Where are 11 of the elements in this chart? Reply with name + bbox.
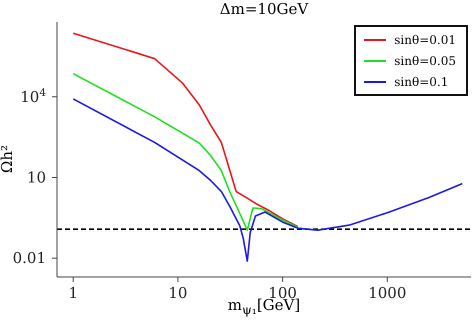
chart-title: Δm=10GeV (218, 0, 310, 18)
x-tick-label: 1000 (368, 284, 406, 302)
legend-label: sinθ=0.01 (394, 32, 456, 46)
legend-label: sinθ=0.1 (394, 74, 448, 88)
y-tick-label: 10 (26, 168, 46, 186)
y-axis-title: Ωh² (0, 144, 16, 176)
y-tick-label: 0.01 (12, 249, 46, 268)
x-tick-label: 10 (168, 284, 188, 302)
x-tick-label: 1 (68, 284, 78, 302)
y-tick-label: 10$^{4}$ (20, 86, 46, 106)
legend-label: sinθ=0.05 (394, 54, 456, 68)
